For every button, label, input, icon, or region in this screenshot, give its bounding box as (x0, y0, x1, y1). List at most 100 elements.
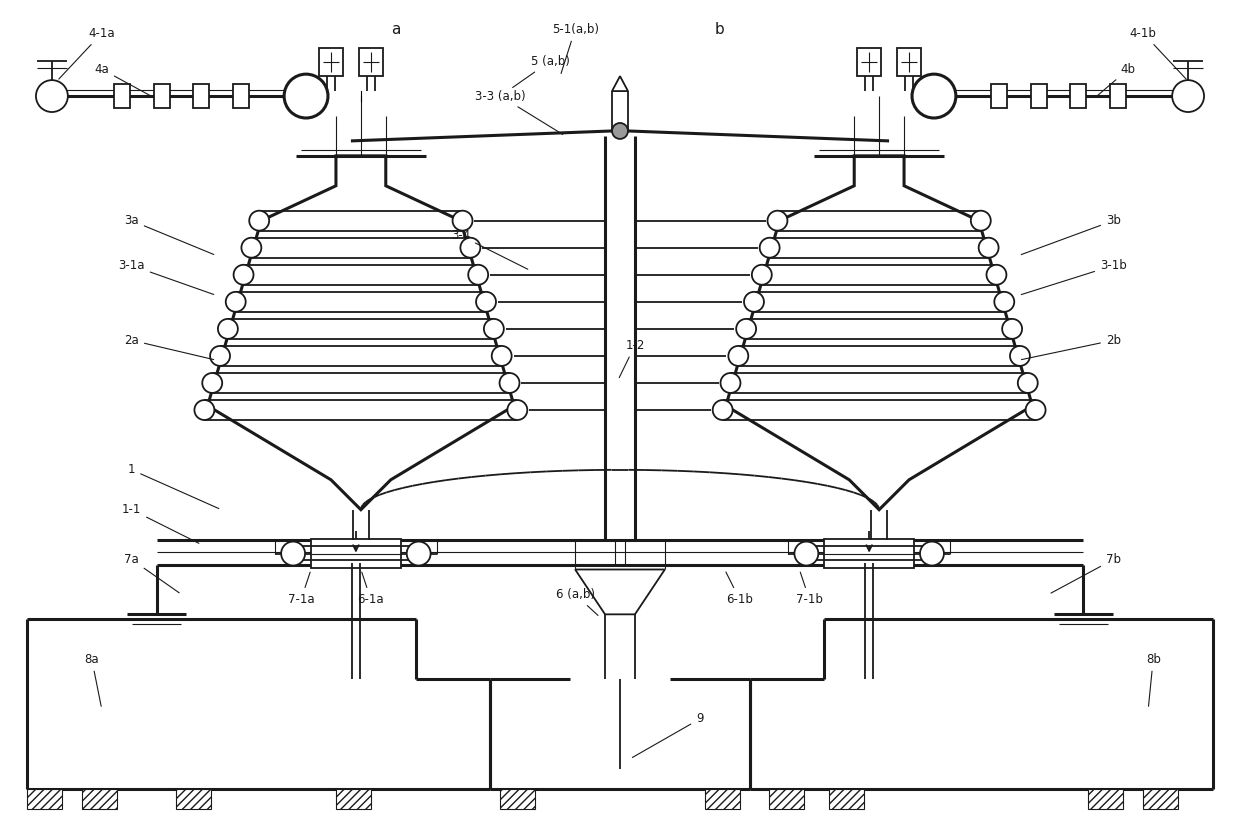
Polygon shape (575, 570, 665, 615)
Polygon shape (724, 156, 1034, 510)
Circle shape (284, 74, 327, 118)
Circle shape (249, 211, 269, 231)
Text: 8b: 8b (1146, 653, 1161, 706)
Circle shape (720, 373, 740, 393)
Circle shape (407, 541, 430, 566)
Circle shape (971, 211, 991, 231)
Bar (857, 48, 882, 76)
Bar (311, 539, 401, 568)
Circle shape (226, 292, 246, 312)
Text: 5-1(a,b): 5-1(a,b) (552, 22, 599, 73)
Circle shape (484, 319, 503, 339)
Text: 9: 9 (632, 712, 703, 757)
Circle shape (492, 346, 512, 366)
Text: 6-1b: 6-1b (725, 572, 753, 606)
Circle shape (1002, 319, 1022, 339)
Circle shape (728, 346, 748, 366)
Bar (27, 789, 62, 809)
Bar (176, 789, 211, 809)
Text: a: a (391, 22, 401, 37)
Circle shape (994, 292, 1014, 312)
Text: 4b: 4b (1095, 62, 1136, 97)
Text: 2b: 2b (1022, 334, 1121, 360)
Text: 3-1a: 3-1a (118, 259, 213, 295)
Circle shape (500, 373, 520, 393)
Circle shape (768, 211, 787, 231)
Bar (1089, 789, 1123, 809)
Circle shape (613, 123, 627, 139)
Circle shape (1011, 346, 1030, 366)
Text: 7-1a: 7-1a (288, 572, 315, 606)
Circle shape (737, 319, 756, 339)
Bar (501, 789, 536, 809)
Text: 1-2: 1-2 (619, 339, 645, 377)
Text: 3a: 3a (124, 214, 213, 255)
Bar (897, 48, 921, 76)
Bar (291, 546, 420, 560)
Circle shape (744, 292, 764, 312)
Bar (82, 789, 117, 809)
Bar (830, 789, 864, 809)
Bar (233, 84, 249, 108)
Text: 8a: 8a (84, 653, 102, 706)
Bar (1143, 789, 1178, 809)
Text: 7b: 7b (1052, 553, 1121, 593)
Bar (358, 48, 383, 76)
Circle shape (920, 541, 944, 566)
Circle shape (233, 265, 253, 285)
Text: 3b: 3b (1022, 214, 1121, 255)
Circle shape (202, 373, 222, 393)
Circle shape (210, 346, 229, 366)
Text: 5 (a,b): 5 (a,b) (512, 55, 569, 87)
Circle shape (1025, 400, 1045, 420)
Bar (1070, 84, 1086, 108)
Text: 1: 1 (128, 463, 218, 509)
Circle shape (242, 237, 262, 257)
Circle shape (281, 541, 305, 566)
Circle shape (460, 237, 480, 257)
Circle shape (987, 265, 1007, 285)
Circle shape (476, 292, 496, 312)
Circle shape (1018, 373, 1038, 393)
Text: 3-4: 3-4 (451, 229, 528, 269)
Bar (770, 789, 805, 809)
Circle shape (795, 541, 818, 566)
Bar (193, 84, 210, 108)
Polygon shape (613, 76, 627, 91)
Bar (825, 539, 914, 568)
Circle shape (195, 400, 215, 420)
Bar (154, 84, 170, 108)
Circle shape (760, 237, 780, 257)
Circle shape (36, 80, 68, 112)
Text: 4-1b: 4-1b (1130, 27, 1187, 79)
Text: 2a: 2a (124, 334, 213, 360)
Circle shape (1172, 80, 1204, 112)
Text: 6 (a,b): 6 (a,b) (556, 588, 598, 616)
Bar (1110, 84, 1126, 108)
Bar (114, 84, 130, 108)
Circle shape (751, 265, 771, 285)
Text: 7a: 7a (124, 553, 180, 593)
Circle shape (913, 74, 956, 118)
Text: 6-1a: 6-1a (357, 572, 384, 606)
Bar (336, 789, 371, 809)
Circle shape (507, 400, 527, 420)
Text: 7-1b: 7-1b (796, 572, 823, 606)
Bar (704, 789, 739, 809)
Text: 3-3 (a,b): 3-3 (a,b) (475, 90, 563, 134)
Circle shape (218, 319, 238, 339)
Text: 4-1a: 4-1a (58, 27, 115, 79)
Bar (805, 546, 934, 560)
Text: b: b (714, 22, 724, 37)
Circle shape (978, 237, 998, 257)
Circle shape (713, 400, 733, 420)
Polygon shape (206, 156, 516, 510)
Bar (1030, 84, 1047, 108)
Circle shape (469, 265, 489, 285)
Text: 4a: 4a (94, 62, 154, 97)
Text: 1-1: 1-1 (122, 503, 198, 543)
Text: 3-1b: 3-1b (1022, 259, 1127, 295)
Circle shape (453, 211, 472, 231)
Bar (319, 48, 343, 76)
Bar (991, 84, 1007, 108)
